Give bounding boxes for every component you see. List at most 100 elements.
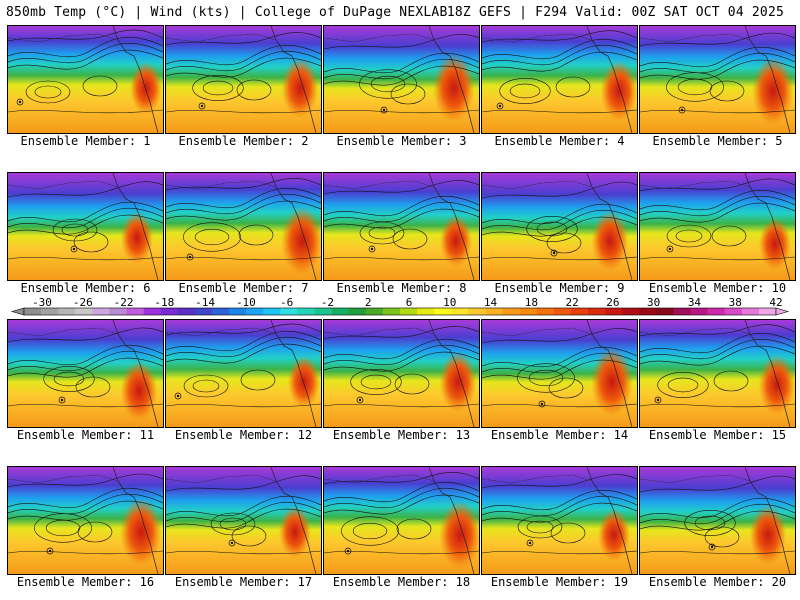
colorbar-tick-label: 22 <box>565 297 578 309</box>
ensemble-panel: Ensemble Member: 10 <box>639 172 796 295</box>
temperature-wind-map <box>165 25 322 134</box>
colorbar-segment <box>280 308 298 315</box>
ensemble-panel: Ensemble Member: 19 <box>481 466 638 589</box>
colorbar-segment <box>605 308 623 315</box>
ensemble-member-label: Ensemble Member: 20 <box>648 575 787 589</box>
colorbar-segment <box>502 308 520 315</box>
colorbar-segment <box>741 308 760 315</box>
ensemble-panel: Ensemble Member: 12 <box>165 319 322 442</box>
ensemble-member-label: Ensemble Member: 8 <box>336 281 467 295</box>
colorbar-segment <box>639 308 657 315</box>
ensemble-panel: Ensemble Member: 7 <box>165 172 322 295</box>
temperature-wind-map <box>7 466 164 575</box>
temperature-wind-map <box>481 172 638 281</box>
colorbar-right-arrow <box>775 307 790 316</box>
ensemble-member-label: Ensemble Member: 14 <box>490 428 629 442</box>
ensemble-panel: Ensemble Member: 9 <box>481 172 638 295</box>
temperature-wind-map <box>7 172 164 281</box>
colorbar-tick-label: -14 <box>195 297 215 309</box>
colorbar-segment <box>58 308 76 315</box>
ensemble-member-label: Ensemble Member: 16 <box>16 575 155 589</box>
ensemble-member-label: Ensemble Member: 15 <box>648 428 787 442</box>
colorbar-segment <box>24 308 42 315</box>
temperature-wind-map <box>481 25 638 134</box>
ensemble-panel: Ensemble Member: 1 <box>7 25 164 148</box>
colorbar-tick-label: -18 <box>154 297 174 309</box>
colorbar-segment <box>553 308 572 315</box>
colorbar-tick-label: -22 <box>114 297 134 309</box>
temperature-wind-map <box>481 466 638 575</box>
ensemble-member-label: Ensemble Member: 10 <box>648 281 787 295</box>
ensemble-member-label: Ensemble Member: 5 <box>652 134 783 148</box>
colorbar-segment <box>331 308 350 315</box>
colorbar-segment <box>570 308 589 315</box>
colorbar-segment <box>246 308 264 315</box>
colorbar-tick-label: -10 <box>236 297 256 309</box>
colorbar-segment <box>109 308 127 315</box>
colorbar-segment <box>160 308 179 315</box>
temperature-wind-map <box>323 466 480 575</box>
colorbar-segment <box>622 308 640 315</box>
colorbar-segment <box>707 308 726 315</box>
temperature-wind-map <box>165 319 322 428</box>
colorbar-tick-label: 10 <box>443 297 456 309</box>
ensemble-member-label: Ensemble Member: 13 <box>332 428 471 442</box>
ensemble-member-label: Ensemble Member: 1 <box>20 134 151 148</box>
temperature-wind-map <box>639 172 796 281</box>
colorbar-segment <box>536 308 555 315</box>
ensemble-member-label: Ensemble Member: 2 <box>178 134 309 148</box>
temperature-colorbar: -30 -26 -22 -18 -14 -10 -6 -2 2 6 10 14 18 22 26 30 34 38… <box>10 297 790 317</box>
colorbar-segment <box>690 308 708 315</box>
colorbar-segment <box>451 308 469 315</box>
run-valid-time: 18Z GEFS | F294 Valid: 00Z SAT OCT 04 20… <box>446 5 784 20</box>
colorbar-segment <box>92 308 110 315</box>
colorbar-tick-label: -2 <box>321 297 334 309</box>
colorbar-tick-label: -6 <box>280 297 293 309</box>
temperature-wind-map <box>323 25 480 134</box>
colorbar-segment <box>194 308 213 315</box>
colorbar-segment <box>212 308 230 315</box>
colorbar-segment <box>75 308 93 315</box>
ensemble-member-label: Ensemble Member: 9 <box>494 281 625 295</box>
colorbar-segment <box>348 308 367 315</box>
ensemble-panel: Ensemble Member: 8 <box>323 172 480 295</box>
ensemble-member-label: Ensemble Member: 17 <box>174 575 313 589</box>
colorbar-segment <box>417 308 435 315</box>
temperature-wind-map <box>7 25 164 134</box>
colorbar-tick-label: 6 <box>406 297 413 309</box>
ensemble-panel: Ensemble Member: 13 <box>323 319 480 442</box>
ensemble-member-label: Ensemble Member: 6 <box>20 281 151 295</box>
colorbar-segment <box>143 308 162 315</box>
ensemble-panel: Ensemble Member: 5 <box>639 25 796 148</box>
colorbar-tick-label: 34 <box>688 297 702 309</box>
header: 850mb Temp (°C) | Wind (kts) | College o… <box>0 0 800 24</box>
ensemble-panel: Ensemble Member: 4 <box>481 25 638 148</box>
ensemble-panel: Ensemble Member: 11 <box>7 319 164 442</box>
ensemble-member-label: Ensemble Member: 3 <box>336 134 467 148</box>
ensemble-member-label: Ensemble Member: 12 <box>174 428 313 442</box>
ensemble-panel: Ensemble Member: 16 <box>7 466 164 589</box>
colorbar-segment <box>382 308 401 315</box>
product-title: 850mb Temp (°C) | Wind (kts) | College o… <box>6 5 448 20</box>
colorbar-segment <box>656 308 674 315</box>
colorbar-segment <box>434 308 452 315</box>
colorbar-segment <box>177 308 196 315</box>
colorbar-tick-label: 26 <box>606 297 619 309</box>
colorbar-segment <box>468 308 486 315</box>
ensemble-member-label: Ensemble Member: 4 <box>494 134 625 148</box>
ensemble-panel: Ensemble Member: 14 <box>481 319 638 442</box>
colorbar-segment <box>41 308 59 315</box>
colorbar-segment <box>724 308 743 315</box>
ensemble-panel: Ensemble Member: 3 <box>323 25 480 148</box>
colorbar-segment <box>400 308 418 315</box>
colorbar-segment <box>758 308 777 315</box>
colorbar-left-arrow <box>10 307 25 316</box>
temperature-wind-map <box>639 319 796 428</box>
temperature-wind-map <box>165 466 322 575</box>
colorbar-segment <box>229 308 247 315</box>
ensemble-member-label: Ensemble Member: 7 <box>178 281 309 295</box>
ensemble-panel: Ensemble Member: 6 <box>7 172 164 295</box>
colorbar-tick-label: 18 <box>525 297 538 309</box>
colorbar-segment <box>485 308 503 315</box>
